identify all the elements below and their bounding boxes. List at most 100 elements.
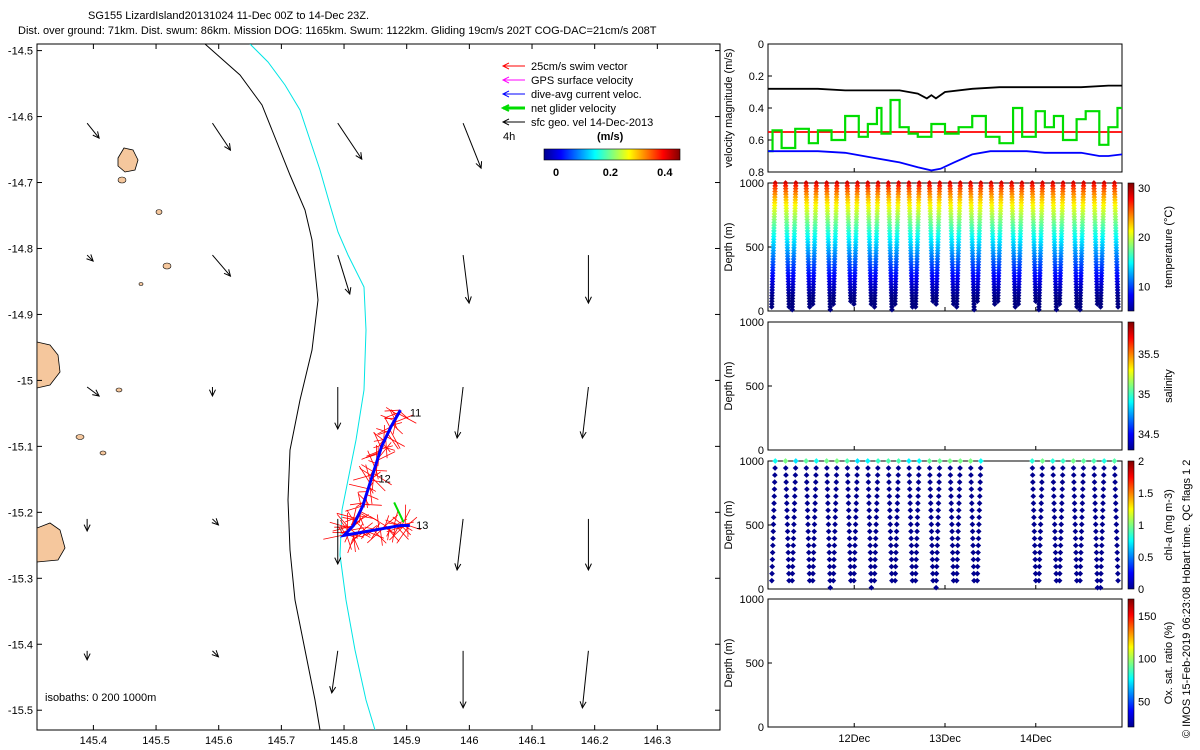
colorbar-tick-label: 150 <box>1138 611 1156 623</box>
data-point <box>950 577 957 584</box>
data-point <box>1038 514 1044 521</box>
data-point <box>853 493 860 500</box>
data-point <box>1031 528 1038 535</box>
data-point <box>893 542 899 549</box>
data-point <box>968 479 974 485</box>
data-point <box>1101 465 1107 471</box>
data-point <box>956 479 963 485</box>
data-point <box>955 514 962 521</box>
data-point <box>974 570 981 577</box>
data-point <box>1051 521 1058 528</box>
panel-frame <box>767 598 1123 728</box>
data-point <box>1098 542 1105 549</box>
data-point <box>1073 570 1080 577</box>
swim-vector <box>376 514 380 530</box>
data-point <box>969 521 976 528</box>
data-point <box>949 535 956 542</box>
data-point <box>913 549 920 556</box>
data-point <box>866 500 872 507</box>
data-point <box>974 298 981 305</box>
data-point <box>1030 500 1037 507</box>
data-point <box>955 521 962 528</box>
data-point <box>791 521 797 528</box>
swim-vector <box>376 428 389 433</box>
colorbar-tick-label: 1 <box>1138 520 1144 532</box>
colorbar-tick-label: 10 <box>1138 281 1150 293</box>
data-point <box>872 563 878 570</box>
data-point <box>785 563 792 570</box>
data-point <box>847 556 853 563</box>
data-point <box>1050 465 1056 471</box>
data-point <box>935 514 941 521</box>
data-point <box>887 514 893 521</box>
data-point <box>804 493 810 500</box>
data-point <box>974 563 981 570</box>
data-point <box>906 486 913 492</box>
swim-vector <box>323 534 345 540</box>
data-point <box>969 535 976 542</box>
data-point <box>894 486 901 492</box>
data-point <box>853 507 859 514</box>
data-point <box>1113 514 1119 521</box>
data-point <box>851 563 858 570</box>
data-point <box>833 472 840 478</box>
data-point <box>845 486 851 492</box>
data-point <box>1029 465 1036 471</box>
data-point <box>1073 556 1080 563</box>
data-point <box>811 535 817 542</box>
swim-vector <box>361 464 374 473</box>
data-point <box>852 528 859 535</box>
colorbar-label: Ox. sat. ratio (%) <box>1163 622 1175 705</box>
data-point <box>1060 465 1066 471</box>
data-point <box>927 493 934 500</box>
data-point <box>1036 570 1043 577</box>
y-tick-label: 1000 <box>740 178 764 190</box>
data-point <box>1038 486 1045 492</box>
data-point <box>1036 556 1043 563</box>
data-point <box>1031 535 1038 542</box>
data-point <box>1030 493 1037 500</box>
legend-label: dive-avg current veloc. <box>531 89 642 101</box>
data-point <box>906 465 912 471</box>
data-point <box>936 458 943 464</box>
data-point <box>1097 584 1104 591</box>
data-point <box>977 458 984 464</box>
swim-vector <box>401 508 411 526</box>
data-point <box>847 570 854 577</box>
data-point <box>949 549 956 556</box>
day-label: 11 <box>410 408 421 420</box>
data-point <box>1060 458 1066 464</box>
geostrophic-arrows <box>83 122 592 709</box>
colorbar-tick-label: 100 <box>1138 654 1156 666</box>
data-point <box>1100 500 1106 507</box>
data-point <box>949 521 955 528</box>
map-x-tick-label: 145.7 <box>268 735 296 747</box>
data-point <box>847 563 854 570</box>
data-point <box>833 493 839 500</box>
data-point <box>844 472 851 478</box>
swim-vector <box>358 465 371 484</box>
map-y-tick-label: -14.5 <box>8 46 33 58</box>
map-x-tick-label: 145.6 <box>205 735 233 747</box>
data-point <box>914 528 920 535</box>
data-point <box>811 514 818 521</box>
data-point <box>1056 577 1063 584</box>
geo-arrow <box>454 386 464 440</box>
map-y-tick-label: -15.3 <box>8 573 33 585</box>
data-point <box>785 542 791 549</box>
data-point <box>789 563 796 570</box>
data-point <box>894 514 900 521</box>
data-point <box>1079 500 1086 507</box>
data-point <box>956 486 963 492</box>
data-point <box>825 528 832 535</box>
data-point <box>912 304 919 310</box>
swim-vector <box>369 515 389 528</box>
data-point <box>772 458 779 464</box>
data-point <box>1053 577 1060 584</box>
data-point <box>926 458 933 464</box>
geo-arrow <box>462 122 483 170</box>
data-point <box>1115 304 1121 310</box>
data-point <box>1058 528 1064 535</box>
data-point <box>967 458 974 464</box>
data-point <box>892 570 899 577</box>
